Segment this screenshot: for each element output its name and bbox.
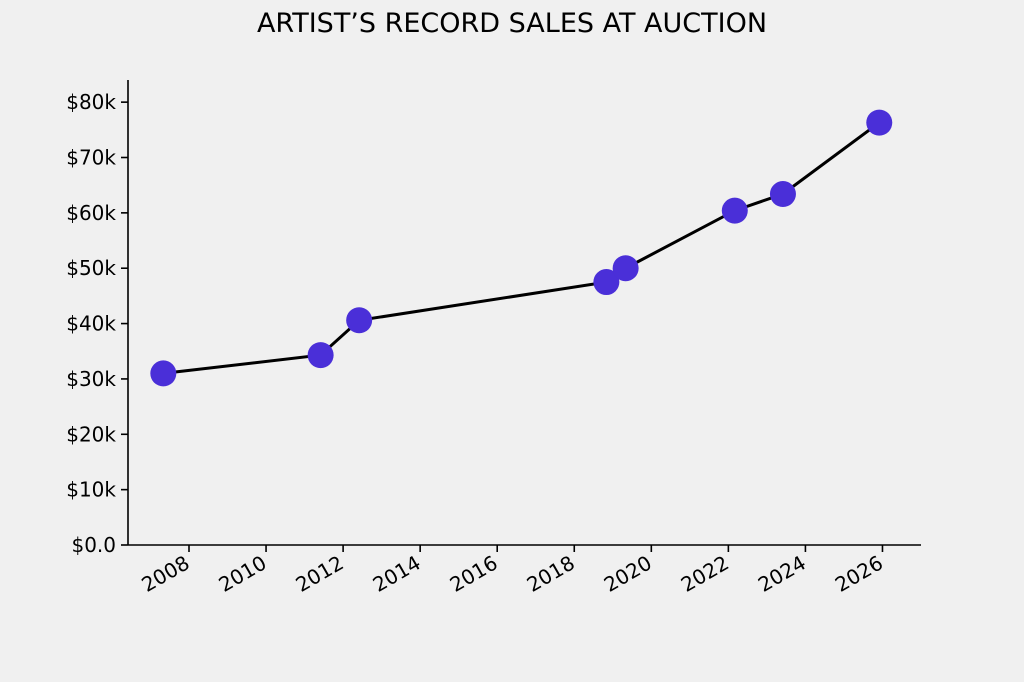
data-point <box>150 360 177 387</box>
x-tick-label: 2018 <box>523 551 579 597</box>
x-tick-label: 2024 <box>754 551 810 597</box>
x-tick-label: 2012 <box>292 551 348 597</box>
x-axis-ticks: 2008 2010 2012 2014 2016 2018 2020 2022 2024 2026 <box>137 545 887 597</box>
x-tick-label: 2020 <box>600 551 656 597</box>
data-point <box>593 269 620 296</box>
data-point <box>346 307 373 334</box>
y-tick-label: $0.0 <box>71 533 116 557</box>
y-tick-label: $50k <box>66 256 116 280</box>
y-tick-label: $40k <box>66 312 116 336</box>
data-point <box>612 255 639 282</box>
chart-axes <box>127 80 921 546</box>
y-tick-label: $70k <box>66 146 116 170</box>
x-tick-label: 2026 <box>831 551 887 597</box>
x-tick-label: 2014 <box>369 551 425 597</box>
data-point <box>307 342 334 369</box>
series-line <box>163 121 881 375</box>
chart-title: ARTIST’S RECORD SALES AT AUCTION <box>256 8 768 39</box>
data-point <box>866 109 893 136</box>
y-tick-label: $20k <box>66 422 116 446</box>
y-tick-label: $60k <box>66 201 116 225</box>
x-tick-label: 2022 <box>677 551 733 597</box>
y-tick-label: $30k <box>66 367 116 391</box>
y-tick-label: $10k <box>66 478 116 502</box>
x-tick-label: 2010 <box>214 551 270 597</box>
x-tick-label: 2016 <box>446 551 502 597</box>
y-tick-label: $80k <box>66 90 116 114</box>
series-group <box>150 109 893 387</box>
data-point <box>721 197 748 224</box>
y-axis-ticks: $0.0 $10k $20k $30k $40k $50k $60k $70k $80k <box>66 90 128 557</box>
x-tick-label: 2008 <box>137 551 193 597</box>
data-point <box>769 181 796 208</box>
